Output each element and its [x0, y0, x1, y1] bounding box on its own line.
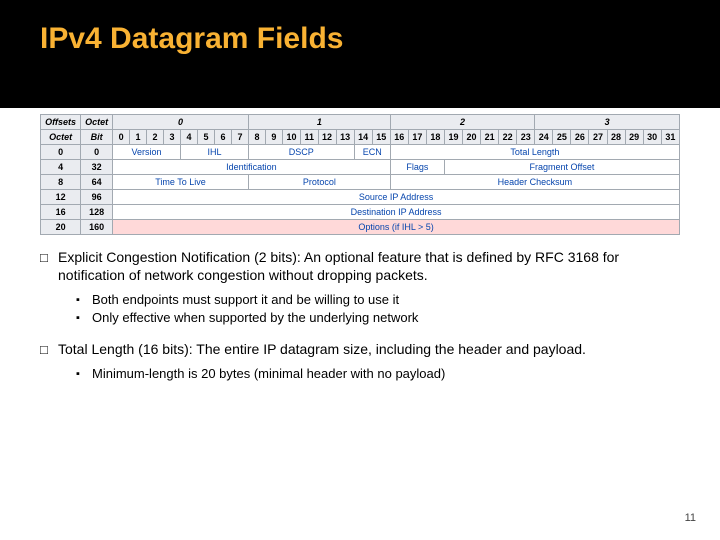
bit-header-cell: 13: [336, 130, 354, 145]
octet-offset-cell: 4: [41, 160, 81, 175]
bit-header-cell: 18: [426, 130, 444, 145]
bullet-marker: □: [40, 342, 58, 360]
th-bit: Bit: [81, 130, 113, 145]
bit-offset-cell: 128: [81, 205, 113, 220]
field-cell: Destination IP Address: [113, 205, 680, 220]
bit-header-cell: 1: [130, 130, 147, 145]
th-octet-2: Octet: [41, 130, 81, 145]
bullet-item: □Total Length (16 bits): The entire IP d…: [40, 341, 680, 359]
octet-group-3: 3: [535, 115, 680, 130]
sub-bullet-marker: ▪: [76, 312, 92, 328]
bit-header-cell: 28: [607, 130, 625, 145]
octet-offset-cell: 0: [41, 145, 81, 160]
field-cell: DSCP: [248, 145, 354, 160]
field-cell: Total Length: [390, 145, 679, 160]
bullet-text: Explicit Congestion Notification (2 bits…: [58, 249, 680, 284]
bit-offset-cell: 160: [81, 220, 113, 235]
field-cell: Options (if IHL > 5): [113, 220, 680, 235]
octet-offset-cell: 8: [41, 175, 81, 190]
page-number: 11: [685, 512, 696, 524]
bit-header-cell: 30: [643, 130, 661, 145]
field-cell: Header Checksum: [390, 175, 679, 190]
octet-group-0: 0: [113, 115, 249, 130]
octet-offset-cell: 20: [41, 220, 81, 235]
bit-header-cell: 6: [214, 130, 231, 145]
sub-bullet-marker: ▪: [76, 294, 92, 310]
bullet-list: □Explicit Congestion Notification (2 bit…: [40, 249, 680, 382]
page-title: IPv4 Datagram Fields: [40, 22, 680, 56]
bit-header-cell: 27: [589, 130, 607, 145]
title-band: IPv4 Datagram Fields: [0, 0, 720, 108]
bullet-item: □Explicit Congestion Notification (2 bit…: [40, 249, 680, 284]
table-row-bits: Octet Bit 012345678910111213141516171819…: [41, 130, 680, 145]
sub-bullet-list: ▪Both endpoints must support it and be w…: [76, 292, 680, 327]
th-offsets: Offsets: [41, 115, 81, 130]
bit-header-cell: 25: [553, 130, 571, 145]
table-row: 00VersionIHLDSCPECNTotal Length: [41, 145, 680, 160]
bit-header-cell: 21: [481, 130, 499, 145]
table-row: 16128Destination IP Address: [41, 205, 680, 220]
field-cell: Version: [113, 145, 181, 160]
bit-header-cell: 5: [198, 130, 215, 145]
bit-header-cell: 15: [372, 130, 390, 145]
bit-header-cell: 3: [164, 130, 181, 145]
bit-offset-cell: 64: [81, 175, 113, 190]
bit-header-cell: 23: [517, 130, 535, 145]
field-cell: Identification: [113, 160, 391, 175]
bit-header-cell: 10: [282, 130, 300, 145]
field-cell: IHL: [181, 145, 249, 160]
bit-header-cell: 16: [390, 130, 408, 145]
table-row: 432IdentificationFlagsFragment Offset: [41, 160, 680, 175]
sub-bullet-item: ▪Only effective when supported by the un…: [76, 310, 680, 326]
octet-group-1: 1: [248, 115, 390, 130]
bit-header-cell: 8: [248, 130, 265, 145]
sub-bullet-text: Minimum-length is 20 bytes (minimal head…: [92, 366, 445, 382]
bullet-text: Total Length (16 bits): The entire IP da…: [58, 341, 680, 359]
ipv4-header-table: Offsets Octet 0 1 2 3 Octet Bit 01234567…: [40, 114, 680, 235]
sub-bullet-text: Only effective when supported by the und…: [92, 310, 418, 326]
bit-header-cell: 0: [113, 130, 130, 145]
bit-header-cell: 22: [499, 130, 517, 145]
bit-header-cell: 7: [231, 130, 248, 145]
bit-offset-cell: 96: [81, 190, 113, 205]
field-cell: Fragment Offset: [444, 160, 679, 175]
sub-bullet-list: ▪Minimum-length is 20 bytes (minimal hea…: [76, 366, 680, 382]
field-cell: ECN: [354, 145, 390, 160]
bullet-marker: □: [40, 250, 58, 285]
bit-header-cell: 17: [408, 130, 426, 145]
bit-header-cell: 11: [300, 130, 318, 145]
table-row: 20160Options (if IHL > 5): [41, 220, 680, 235]
bit-header-cell: 9: [265, 130, 282, 145]
octet-group-2: 2: [390, 115, 535, 130]
octet-offset-cell: 12: [41, 190, 81, 205]
bit-header-cell: 14: [354, 130, 372, 145]
table-row: 1296Source IP Address: [41, 190, 680, 205]
bit-header-cell: 19: [444, 130, 462, 145]
bit-header-cell: 29: [625, 130, 643, 145]
sub-bullet-marker: ▪: [76, 368, 92, 384]
sub-bullet-item: ▪Minimum-length is 20 bytes (minimal hea…: [76, 366, 680, 382]
bit-header-cell: 26: [571, 130, 589, 145]
bit-header-cell: 20: [463, 130, 481, 145]
table-row: 864Time To LiveProtocolHeader Checksum: [41, 175, 680, 190]
th-octet: Octet: [81, 115, 113, 130]
field-cell: Time To Live: [113, 175, 249, 190]
bit-offset-cell: 0: [81, 145, 113, 160]
bit-header-cell: 24: [535, 130, 553, 145]
content-area: Offsets Octet 0 1 2 3 Octet Bit 01234567…: [0, 114, 720, 382]
bit-header-cell: 2: [147, 130, 164, 145]
bit-header-cell: 4: [181, 130, 198, 145]
bit-header-cell: 31: [661, 130, 679, 145]
octet-offset-cell: 16: [41, 205, 81, 220]
sub-bullet-item: ▪Both endpoints must support it and be w…: [76, 292, 680, 308]
field-cell: Protocol: [248, 175, 390, 190]
field-cell: Flags: [390, 160, 444, 175]
field-cell: Source IP Address: [113, 190, 680, 205]
table-row-octet-groups: Offsets Octet 0 1 2 3: [41, 115, 680, 130]
bit-header-cell: 12: [318, 130, 336, 145]
sub-bullet-text: Both endpoints must support it and be wi…: [92, 292, 399, 308]
bit-offset-cell: 32: [81, 160, 113, 175]
